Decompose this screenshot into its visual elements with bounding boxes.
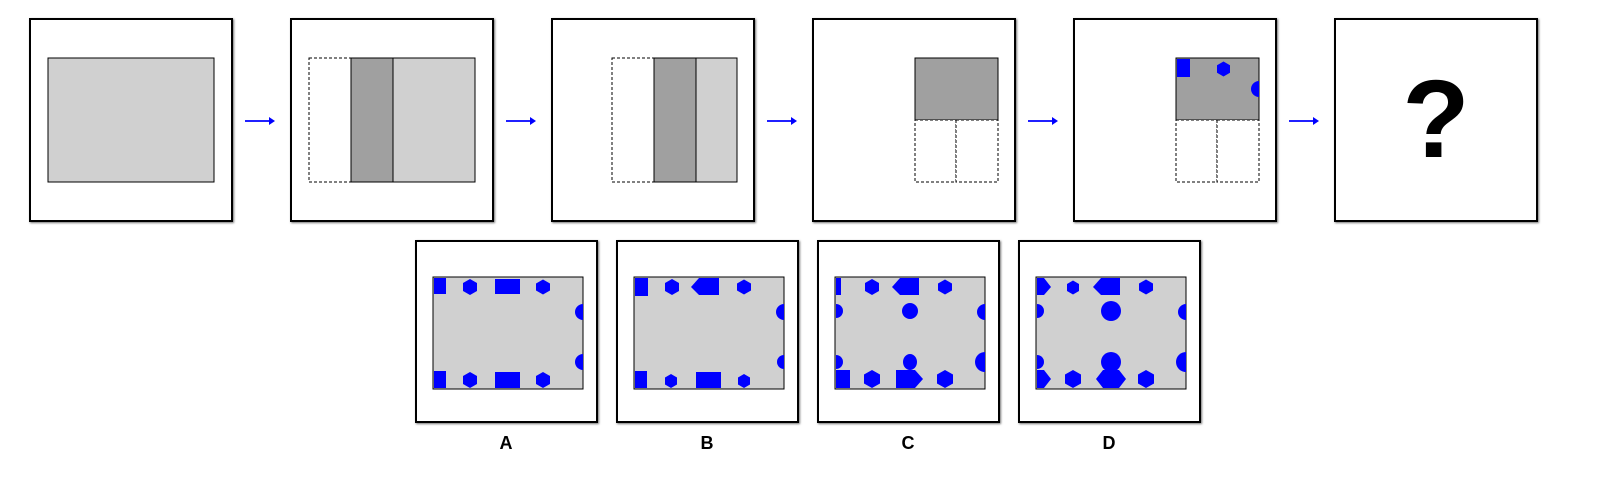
folded-layer xyxy=(914,57,999,121)
square-hole xyxy=(635,371,647,388)
step-1-figure xyxy=(47,57,215,183)
hexagon-hole xyxy=(463,372,477,388)
half-circle-hole xyxy=(1251,81,1259,97)
option-d-frame[interactable] xyxy=(1018,240,1201,423)
arrow-icon xyxy=(1289,117,1319,125)
hexagon-hole xyxy=(865,279,879,295)
hexagon-hole xyxy=(738,374,750,388)
folded-layer xyxy=(653,57,697,183)
hexagon-hole xyxy=(1067,280,1079,295)
square-hole xyxy=(434,371,446,388)
option-d-label[interactable]: D xyxy=(1102,433,1116,453)
step-1-frame xyxy=(29,18,233,222)
hexagon-hole xyxy=(536,279,550,295)
hexagon-hole xyxy=(737,279,751,295)
half-circle-hole xyxy=(575,354,583,370)
arrow-hole xyxy=(1037,370,1051,388)
circle-hole xyxy=(1101,301,1121,321)
hexagon-hole xyxy=(1065,370,1081,388)
hexagon-hole xyxy=(1138,370,1154,388)
rectangle-hole xyxy=(696,372,721,388)
circle-hole xyxy=(903,354,917,370)
step-5-frame xyxy=(1073,18,1277,222)
step-4-frame xyxy=(812,18,1016,222)
step-2-figure xyxy=(308,57,476,183)
arrow-hole xyxy=(691,278,719,295)
half-circle-hole xyxy=(1176,352,1186,372)
square-hole xyxy=(1177,59,1190,77)
hexagon-hole xyxy=(864,370,880,388)
hexagon-hole xyxy=(938,279,952,295)
folded-away-region xyxy=(1216,119,1260,183)
folded-layer xyxy=(350,57,394,183)
option-c-figure xyxy=(834,276,986,390)
half-circle-hole xyxy=(777,355,784,369)
square-hole xyxy=(434,278,446,294)
square-hole xyxy=(836,278,841,295)
half-circle-hole xyxy=(1037,355,1044,369)
option-b-label[interactable]: B xyxy=(700,433,714,453)
option-c-label[interactable]: C xyxy=(901,433,915,453)
option-b-frame[interactable] xyxy=(616,240,799,423)
half-circle-hole xyxy=(836,355,843,369)
arrow-hole xyxy=(896,370,923,388)
half-circle-hole xyxy=(1178,304,1186,320)
option-a-figure xyxy=(432,276,584,390)
unfolded-paper xyxy=(47,57,215,183)
option-c-frame[interactable] xyxy=(817,240,1000,423)
question-mark: ? xyxy=(1402,58,1470,181)
half-circle-hole xyxy=(975,352,985,372)
step-3-frame xyxy=(551,18,755,222)
option-a-frame[interactable] xyxy=(415,240,598,423)
square-hole xyxy=(635,278,648,296)
remaining-paper xyxy=(392,57,476,183)
hexagon-hole xyxy=(1217,61,1230,77)
arrow-icon xyxy=(245,117,275,125)
step-5-figure xyxy=(1175,57,1260,183)
arrow-hole xyxy=(1093,278,1120,295)
option-b-figure xyxy=(633,276,785,390)
folded-away-region xyxy=(611,57,655,183)
square-hole xyxy=(836,370,850,388)
arrow-hole xyxy=(892,278,919,295)
half-circle-hole xyxy=(1037,304,1044,318)
half-circle-hole xyxy=(836,304,843,318)
rectangle-hole xyxy=(495,279,520,294)
folded-away-region xyxy=(914,119,957,183)
rectangle-hole xyxy=(495,372,520,388)
half-circle-hole xyxy=(776,304,784,320)
step-2-frame xyxy=(290,18,494,222)
arrow-hole xyxy=(1037,278,1051,295)
circle-hole xyxy=(1101,352,1121,372)
hexagon-hole xyxy=(1139,279,1153,295)
remaining-paper xyxy=(695,57,738,183)
hexagon-hole xyxy=(665,374,677,388)
circle-hole xyxy=(902,303,918,319)
folded-away-region xyxy=(955,119,999,183)
arrow-icon xyxy=(1028,117,1058,125)
folded-away-region xyxy=(308,57,352,183)
hexagon-hole xyxy=(937,370,953,388)
hexagon-hole xyxy=(463,279,477,295)
arrow-icon xyxy=(506,117,536,125)
step-3-figure xyxy=(611,57,738,183)
half-circle-hole xyxy=(575,304,583,320)
option-a-label[interactable]: A xyxy=(499,433,513,453)
step-4-figure xyxy=(914,57,999,183)
answer-frame: ? xyxy=(1334,18,1538,222)
hexagon-hole xyxy=(536,372,550,388)
folded-away-region xyxy=(1175,119,1218,183)
option-d-figure xyxy=(1035,276,1187,390)
hexagon-hole xyxy=(665,279,679,295)
half-circle-hole xyxy=(977,304,985,320)
arrow-icon xyxy=(767,117,797,125)
double-arrow-hole xyxy=(1096,370,1126,388)
